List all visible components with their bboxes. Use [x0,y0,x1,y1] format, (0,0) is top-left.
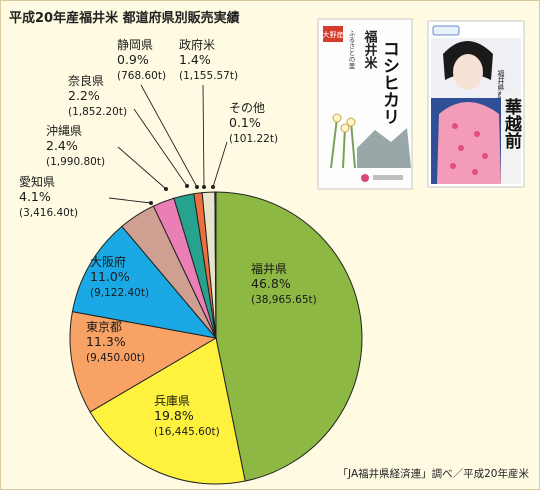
pie-slice-2 [89,337,246,485]
leader-dot-9 [202,185,206,189]
leader-line-5 [108,197,152,204]
slice-label-4-tonnage: (9,122.40t) [90,287,149,299]
slice-label-1-percent: 46.8% [251,276,291,291]
slice-label-6-percent: 2.4% [46,138,78,153]
slice-label-9-percent: 1.4% [179,52,211,67]
slice-label-8-percent: 0.9% [117,52,149,67]
slice-label-8-tonnage: (768.60t) [117,70,166,82]
leader-line-7 [133,108,188,187]
pie-slice-3 [69,311,218,413]
slice-label-2-name: 兵庫県 [154,394,190,408]
slice-label-4-percent: 11.0% [90,269,130,284]
package-name-label: コシヒカリ [379,40,399,125]
slice-label-1-name: 福井県 [251,261,287,276]
hana-echizen-rice-bag-image: 福井県産 華越前 [427,20,525,188]
leader-dot-6 [164,187,168,191]
package-name-label-right: 華越前 [501,98,523,150]
slice-label-5-percent: 4.1% [19,189,51,204]
leader-dot-10 [211,185,215,189]
leader-line-8 [140,84,198,188]
leader-line-9 [202,84,205,188]
slice-label-6-tonnage: (1,990.80t) [46,156,105,168]
slice-label-9-tonnage: (1,155.57t) [179,70,238,82]
package-subtitle-label: 福井米 [362,29,379,70]
koshihikari-rice-bag-image: 大野産 ふるさとの里 福井米 コシヒカリ [317,18,413,190]
leader-line-10 [212,141,228,188]
slice-label-9-name: 政府米 [179,37,215,52]
slice-label-2-percent: 19.8% [154,408,194,423]
package-subtitle-label-right: 福井県産 [497,69,505,99]
slice-label-10-tonnage: (101.22t) [229,133,278,145]
pie-slice-4 [71,225,218,339]
leader-dot-8 [195,185,199,189]
slice-label-4-name: 大阪府 [90,254,126,269]
slice-label-7-tonnage: (1,852.20t) [68,106,127,118]
leader-dot-7 [185,184,189,188]
slice-label-2-tonnage: (16,445.60t) [154,426,220,438]
slice-label-6-name: 沖縄県 [46,123,82,138]
flower-illustration-icon [330,113,356,169]
slice-label-5-tonnage: (3,416.40t) [19,207,78,219]
pie-slice-10 [214,191,217,339]
slice-label-1-tonnage: (38,965.65t) [251,294,317,306]
slice-label-7-percent: 2.2% [68,88,100,103]
package-tagline-label: ふるさとの里 [347,30,355,70]
leader-line-6 [117,146,167,190]
slice-label-10-name: その他 [229,101,265,115]
slice-label-3-percent: 11.3% [86,334,126,349]
pie-slice-1 [215,191,363,482]
leader-dot-5 [149,201,153,205]
slice-label-5-name: 愛知県 [19,175,55,189]
slice-label-8-name: 静岡県 [117,38,153,52]
source-note: 「JA福井県経済連」調べ／平成20年産米 [337,468,529,480]
slice-label-10-percent: 0.1% [229,115,261,130]
slice-label-3-tonnage: (9,450.00t) [86,352,145,364]
slice-label-3-name: 東京都 [86,320,122,334]
slice-label-7-name: 奈良県 [68,73,104,88]
package-brand-label: 大野産 [323,30,344,39]
chart-title: 平成20年産福井米 都道府県別販売実績 [9,11,240,26]
